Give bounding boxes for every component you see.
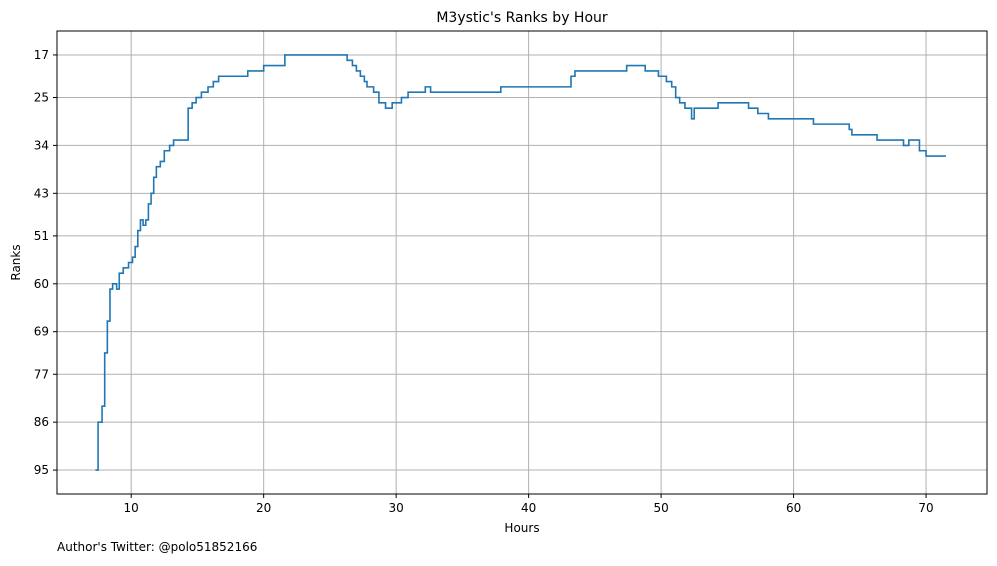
y-tick-label-95: 95 <box>34 463 49 477</box>
chart-title: M3ystic's Ranks by Hour <box>436 10 608 26</box>
x-axis: 10 20 30 40 50 60 70 <box>124 494 934 515</box>
y-tick-label-51: 51 <box>34 229 49 243</box>
y-tick-label-69: 69 <box>34 325 49 339</box>
x-axis-label: Hours <box>504 521 539 535</box>
y-tick-label-86: 86 <box>34 415 49 429</box>
grid <box>57 31 987 494</box>
y-tick-label-25: 25 <box>34 91 49 105</box>
y-tick-label-77: 77 <box>34 367 49 381</box>
y-tick-label-17: 17 <box>34 48 49 62</box>
y-tick-label-43: 43 <box>34 186 49 200</box>
plot-frame <box>56 30 988 495</box>
x-tick-label-60: 60 <box>786 501 801 515</box>
x-tick-label-40: 40 <box>521 501 536 515</box>
y-axis-label: Ranks <box>9 244 23 280</box>
x-tick-label-20: 20 <box>256 501 271 515</box>
series-layer <box>95 54 946 471</box>
y-axis: 17 25 34 43 51 60 69 77 86 95 <box>34 48 57 477</box>
author-twitter-note: Author's Twitter: @polo51852166 <box>57 540 257 554</box>
x-tick-label-10: 10 <box>124 501 139 515</box>
x-tick-label-30: 30 <box>389 501 404 515</box>
rank-step-line-0 <box>95 54 946 471</box>
x-tick-label-50: 50 <box>653 501 668 515</box>
y-tick-label-60: 60 <box>34 277 49 291</box>
x-tick-label-70: 70 <box>918 501 933 515</box>
y-tick-label-34: 34 <box>34 138 49 152</box>
